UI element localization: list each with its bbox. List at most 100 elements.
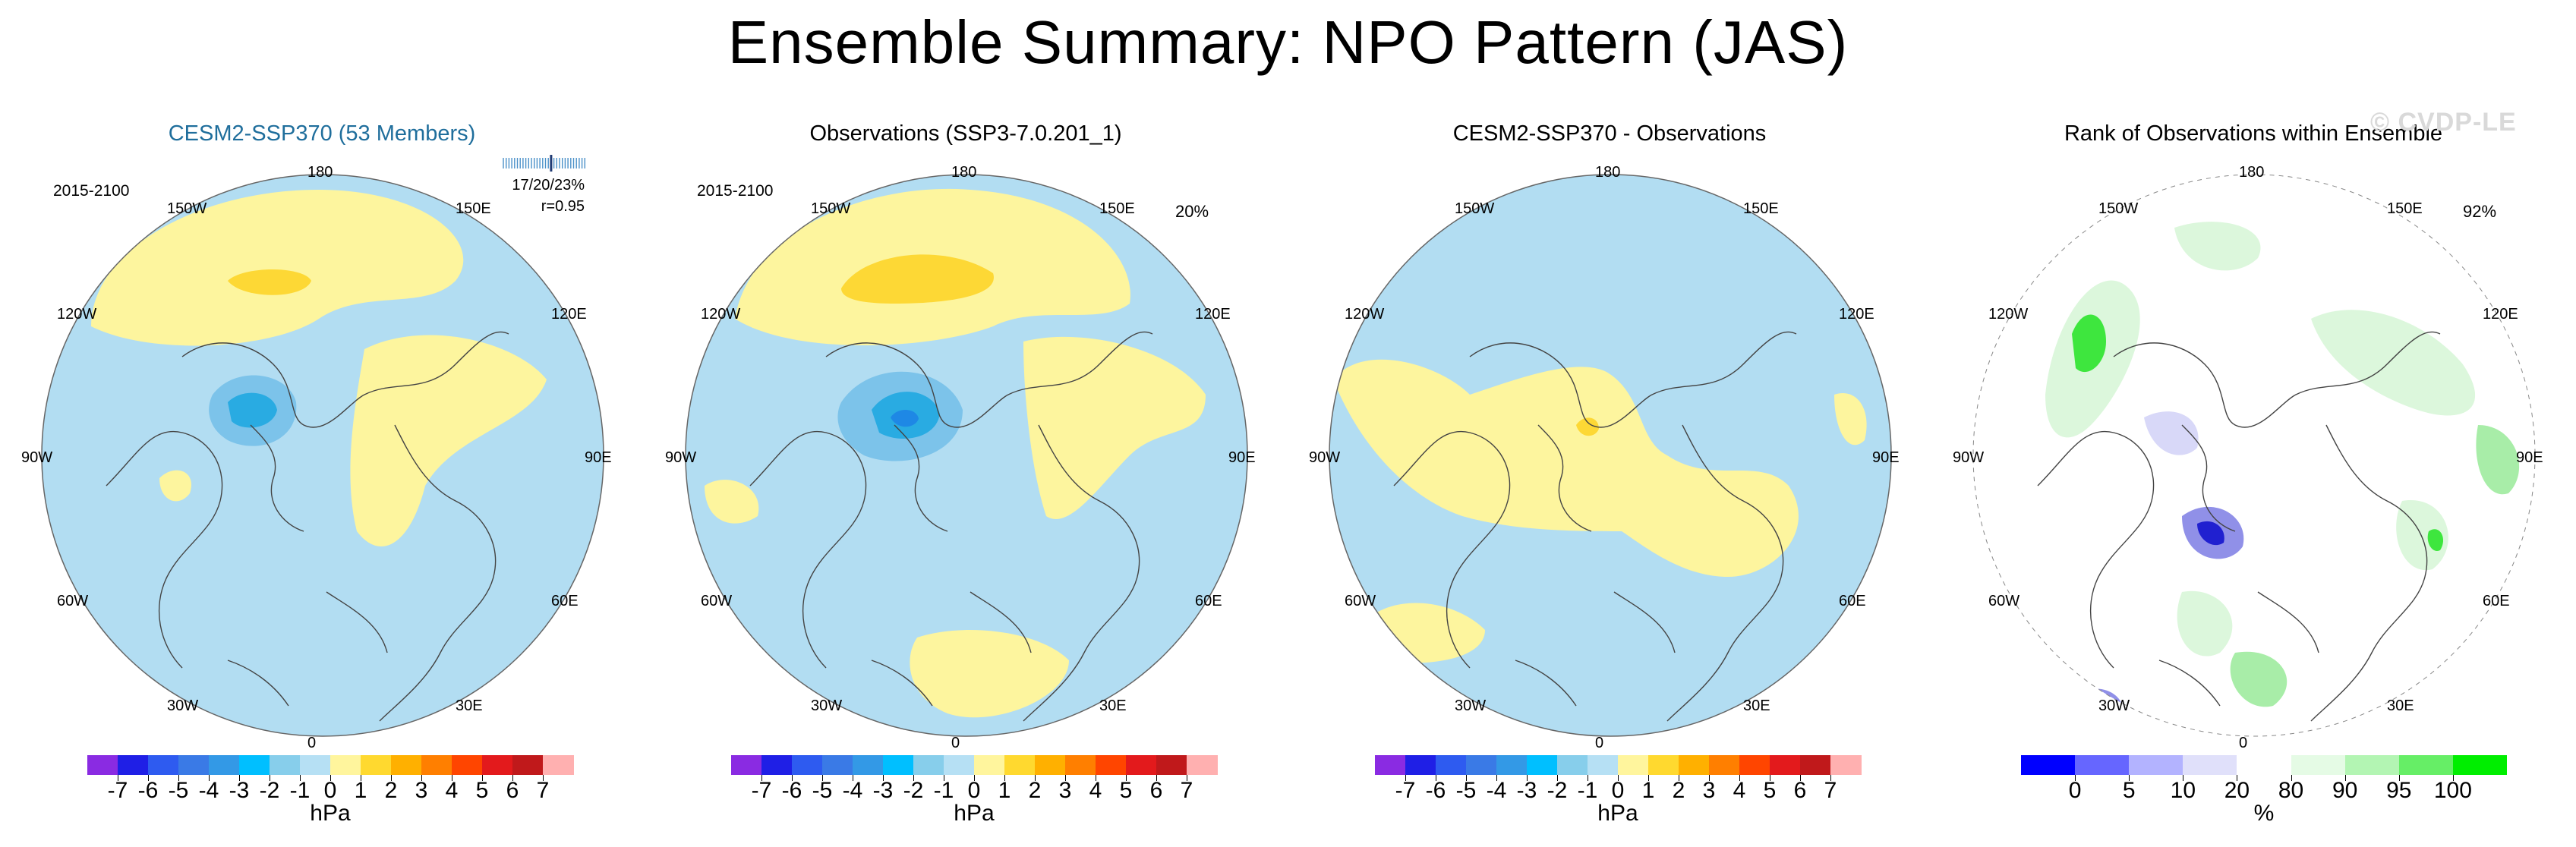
colorbar-tick-label: 7 [1180, 778, 1193, 803]
longitude-label: 60E [2483, 593, 2510, 609]
longitude-label: 60E [551, 593, 579, 609]
colorbar-swatch [2291, 755, 2346, 775]
colorbar-tick [391, 775, 392, 781]
colorbar-swatch [2129, 755, 2183, 775]
polar-map [1329, 174, 1892, 737]
colorbar-tick [1830, 775, 1831, 781]
colorbar-tick-label: -2 [259, 778, 280, 803]
positive-anomaly-core [228, 269, 311, 295]
colorbar-swatch [1618, 755, 1649, 775]
coastline [1023, 424, 1140, 722]
colorbar-swatch [792, 755, 823, 775]
colorbar-swatch [2398, 755, 2454, 775]
colorbar-tick-label: 1 [354, 778, 367, 803]
period-label: 2015-2100 [697, 182, 774, 200]
colorbar-swatch [118, 755, 149, 775]
colorbar-tick-label: -4 [842, 778, 863, 803]
colorbar-tick [913, 775, 914, 781]
colorbar-tick-label: 4 [1733, 778, 1746, 803]
colorbar-swatch [361, 755, 392, 775]
longitude-label: 150E [1743, 200, 1779, 217]
colorbar-tick-label: 4 [445, 778, 459, 803]
coastline [2310, 424, 2428, 722]
colorbar-tick-label: 10 [2170, 778, 2196, 803]
coastline [227, 660, 289, 707]
colorbar-tick-label: 95 [2386, 778, 2412, 803]
colorbar-tick [1496, 775, 1497, 781]
colorbar-swatch [2237, 755, 2292, 775]
colorbar-tick [1800, 775, 1801, 781]
coastline [871, 660, 933, 707]
coastline [379, 424, 497, 722]
longitude-label: 60E [1195, 593, 1222, 609]
colorbar-tick-label: -4 [198, 778, 219, 803]
colorbar-tick-label: 5 [2122, 778, 2136, 803]
negative-anomaly-core [228, 392, 277, 428]
longitude-label: 90W [665, 449, 697, 466]
panel-title: Observations (SSP3-7.0.201_1) [809, 121, 1122, 146]
colorbar-swatch [148, 755, 179, 775]
coastline [1537, 424, 1592, 532]
colorbar-tick-label: 5 [1763, 778, 1777, 803]
colorbar-swatch [1156, 755, 1187, 775]
colorbar-tick-label: -6 [781, 778, 802, 803]
colorbar-swatch [1405, 755, 1436, 775]
period-label: 2015-2100 [53, 182, 130, 200]
colorbar-tick-label: 7 [1824, 778, 1837, 803]
longitude-label: 120E [551, 306, 587, 323]
colorbar-unit: % [2253, 801, 2275, 826]
colorbar-tick-label: -1 [933, 778, 954, 803]
colorbar-tick-label: 5 [1119, 778, 1133, 803]
colorbar-tick-label: -5 [812, 778, 833, 803]
longitude-label: 150W [811, 200, 851, 217]
colorbar-swatch [1800, 755, 1831, 775]
longitude-label: 120W [57, 306, 97, 323]
coastline [2257, 591, 2319, 653]
colorbar-tick-label: -7 [107, 778, 128, 803]
colorbar-swatch [883, 755, 914, 775]
colorbar-swatch [1187, 755, 1218, 775]
map-boundary [685, 174, 1248, 737]
polar-map [41, 174, 604, 737]
colorbar-swatch [452, 755, 483, 775]
ensemble-stats: 17/20/23% r=0.95 [478, 175, 585, 217]
longitude-label: 0 [2239, 735, 2248, 751]
colorbar-swatch [2452, 755, 2508, 775]
colorbar-tick [1527, 775, 1528, 781]
colorbar-tick-label: -7 [1395, 778, 1416, 803]
longitude-label: 30W [167, 697, 199, 714]
colorbar-tick-label: 5 [475, 778, 489, 803]
longitude-label: 0 [951, 735, 960, 751]
colorbar-tick-label: -2 [903, 778, 924, 803]
colorbar-tick [209, 775, 210, 781]
longitude-label: 60E [1839, 593, 1866, 609]
colorbar-swatch [1035, 755, 1066, 775]
colorbar-tick [148, 775, 149, 781]
colorbar-tick-label: 0 [1611, 778, 1625, 803]
colorbar-swatch [1557, 755, 1588, 775]
colorbar-swatch [1588, 755, 1619, 775]
coastline [894, 424, 948, 532]
colorbar-tick-label: 6 [1793, 778, 1807, 803]
colorbar-swatch [1466, 755, 1497, 775]
longitude-label: 150E [2387, 200, 2423, 217]
colorbar-swatch [731, 755, 762, 775]
panel-title: CESM2-SSP370 - Observations [1452, 121, 1767, 146]
colorbar-tick [178, 775, 179, 781]
colorbar-tick-label: -6 [137, 778, 159, 803]
colorbar-tick-label: 1 [1641, 778, 1655, 803]
colorbar-tick-label: -3 [1516, 778, 1537, 803]
coastline [825, 331, 1153, 428]
coastline [1393, 430, 1511, 669]
colorbar-swatch [1096, 755, 1127, 775]
longitude-label: 60W [1988, 593, 2020, 609]
longitude-label: 180 [1595, 164, 1621, 181]
longitude-label: 90W [1309, 449, 1341, 466]
longitude-label: 0 [307, 735, 317, 751]
colorbar-swatch [543, 755, 574, 775]
colorbar-tick-label: -1 [289, 778, 311, 803]
colorbar-tick [822, 775, 823, 781]
rank-blue-region [2144, 411, 2199, 455]
colorbar-swatch [209, 755, 240, 775]
colorbar-tick [1739, 775, 1740, 781]
